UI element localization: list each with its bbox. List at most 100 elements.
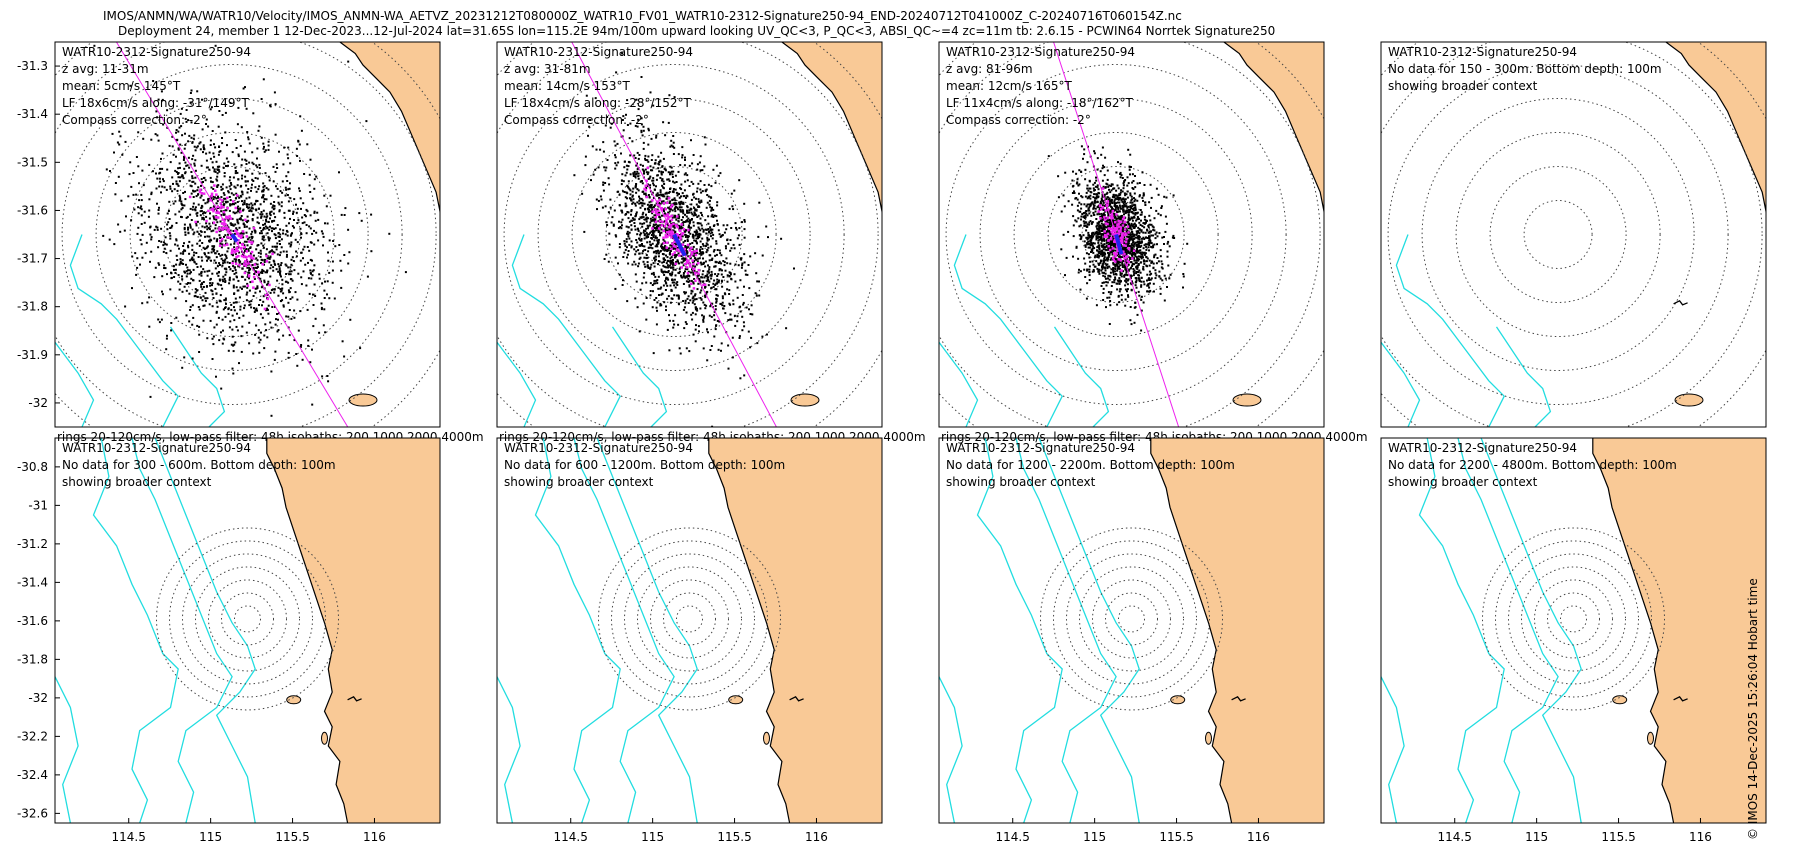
land-mass xyxy=(708,438,882,823)
speed-ring xyxy=(1508,553,1639,685)
isobath-line xyxy=(573,438,675,823)
y-tick-label: -32.6 xyxy=(17,806,48,820)
speed-ring xyxy=(1495,540,1652,698)
x-tick-label: 114.5 xyxy=(112,830,146,844)
panel-title: WATR10-2312-Signature250-94 xyxy=(62,441,251,455)
x-tick-label: 114.5 xyxy=(996,830,1030,844)
x-tick-label: 116 xyxy=(805,830,828,844)
panel-info-line: No data for 150 - 300m. Bottom depth: 10… xyxy=(1388,62,1662,76)
panel-frame xyxy=(938,41,1325,428)
panel-info-line: showing broader context xyxy=(946,475,1096,489)
speed-ring xyxy=(537,98,811,371)
speed-ring xyxy=(169,540,326,698)
isobath-line xyxy=(1015,438,1117,823)
isobath-line xyxy=(1480,438,1582,823)
speed-ring xyxy=(221,592,274,646)
speed-ring xyxy=(1081,200,1151,269)
panel-2-plot-area xyxy=(497,42,882,427)
panel-info-line: Compass correction: -2° xyxy=(504,113,649,127)
panel-5: WATR10-2312-Signature250-94 No data for 3… xyxy=(17,437,441,844)
y-tick-label: -32.2 xyxy=(17,729,48,743)
land-mass xyxy=(1592,438,1766,823)
speed-ring xyxy=(55,42,437,427)
speed-ring xyxy=(1489,166,1627,303)
panel-3: rings 20-120cm/s, low-pass filter: 48h i… xyxy=(938,41,1368,444)
island xyxy=(348,393,378,407)
panel-7: WATR10-2312-Signature250-94 No data for 1… xyxy=(938,437,1325,844)
panel-title: WATR10-2312-Signature250-94 xyxy=(1388,45,1577,59)
speed-ring xyxy=(1066,553,1197,685)
y-tick-label: -31.5 xyxy=(17,155,48,169)
island xyxy=(763,731,770,745)
speed-ring xyxy=(1455,132,1661,337)
y-tick-label: -31.4 xyxy=(17,107,48,121)
panel-info-line: showing broader context xyxy=(62,475,212,489)
isobath-line xyxy=(497,676,521,823)
isobath-line xyxy=(92,438,179,823)
isobath-line xyxy=(1381,341,1421,427)
speed-ring xyxy=(503,64,845,405)
x-tick-label: 115 xyxy=(1525,830,1548,844)
panel-4-plot-area xyxy=(1381,42,1766,427)
speed-ring xyxy=(61,64,403,405)
panel-info-line: Compass correction: -2° xyxy=(62,113,207,127)
scatter-points xyxy=(93,44,407,417)
speed-ring xyxy=(1421,98,1695,371)
speed-ring xyxy=(1040,527,1223,711)
isobath-line xyxy=(154,438,256,823)
y-tick-label: -31.2 xyxy=(17,537,48,551)
speed-ring xyxy=(1092,579,1171,659)
panel-3-plot-area xyxy=(939,42,1324,427)
panel-info-line: LF 18x6cm/s along: -31°/149°T xyxy=(62,96,249,110)
speed-ring xyxy=(208,579,287,659)
island xyxy=(728,695,744,705)
speed-ring xyxy=(571,132,777,337)
isobath-line xyxy=(1381,676,1405,823)
panel-frame xyxy=(54,437,441,824)
coast-feature xyxy=(1673,299,1688,306)
y-tick-label: -31.9 xyxy=(17,348,48,362)
x-tick-label: 115.5 xyxy=(1601,830,1635,844)
panel-2: rings 20-120cm/s, low-pass filter: 48h i… xyxy=(496,41,926,444)
island xyxy=(1647,731,1654,745)
y-tick-label: -30.8 xyxy=(17,460,48,474)
island xyxy=(286,695,302,705)
isobath-line xyxy=(611,326,668,427)
panel-title: WATR10-2312-Signature250-94 xyxy=(504,441,693,455)
y-tick-label: -31.6 xyxy=(17,203,48,217)
speed-ring xyxy=(676,605,703,633)
speed-ring xyxy=(1560,605,1587,633)
x-tick-label: 115.5 xyxy=(275,830,309,844)
lowpass-points xyxy=(188,184,274,311)
panel-6-plot-area xyxy=(497,438,882,823)
speed-ring xyxy=(156,527,339,711)
isobath-line xyxy=(534,438,621,823)
panel-info-line: z avg: 31-81m xyxy=(504,62,591,76)
speed-ring xyxy=(1079,566,1184,672)
isobath-line xyxy=(953,234,1063,427)
speed-ring xyxy=(182,553,313,685)
panel-1: rings 20-120cm/s, low-pass filter: 48h i… xyxy=(17,41,484,444)
panel-8-plot-area xyxy=(1381,438,1766,823)
panel-frame xyxy=(1380,41,1767,428)
speed-ring xyxy=(234,605,261,633)
x-tick-label: 115 xyxy=(199,830,222,844)
y-tick-label: -31.3 xyxy=(17,59,48,73)
speed-ring xyxy=(611,540,768,698)
panel-info-line: z avg: 11-31m xyxy=(62,62,149,76)
isobath-line xyxy=(55,341,95,427)
speed-ring xyxy=(663,592,716,646)
speed-ring xyxy=(1534,579,1613,659)
x-tick-label: 115.5 xyxy=(1159,830,1193,844)
speed-ring xyxy=(637,566,742,672)
panel-info-line: mean: 14cm/s 153°T xyxy=(504,79,630,93)
y-tick-label: -31.4 xyxy=(17,575,48,589)
isobath-line xyxy=(497,341,537,427)
coast-feature xyxy=(347,695,362,702)
isobath-line xyxy=(1395,234,1505,427)
x-tick-label: 116 xyxy=(363,830,386,844)
land-mass xyxy=(780,42,882,219)
panel-4: WATR10-2312-Signature250-94 No data for 1… xyxy=(1380,41,1767,428)
isobath-line xyxy=(1053,326,1110,427)
isobath-line xyxy=(596,438,698,823)
